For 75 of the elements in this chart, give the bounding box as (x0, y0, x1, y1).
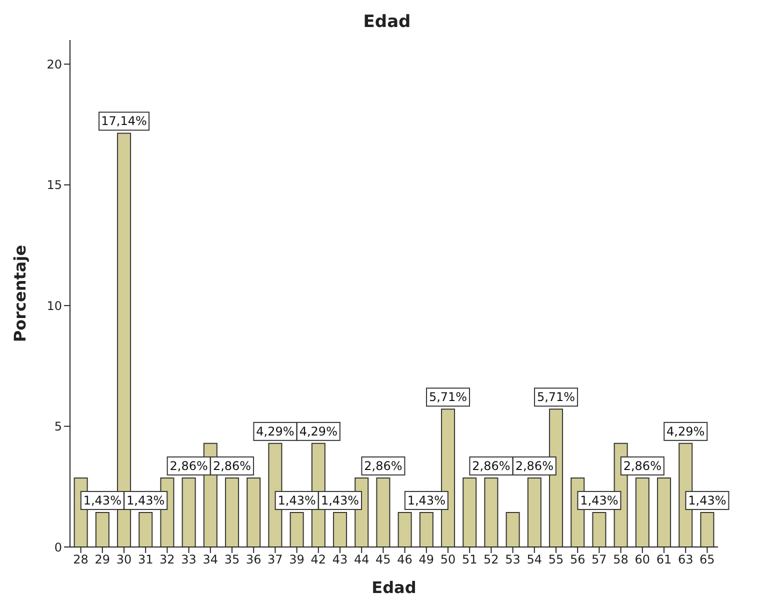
data-label: 5,71% (536, 390, 576, 404)
x-tick-label: 35 (224, 552, 240, 567)
data-label: 1,43% (126, 493, 165, 508)
bar (635, 477, 650, 547)
bar (419, 512, 434, 547)
y-tick-label: 20 (46, 57, 62, 72)
data-label: 4,29% (256, 424, 294, 438)
data-label: 1,43% (278, 493, 316, 508)
bar (462, 477, 477, 547)
y-tick-label: 15 (46, 178, 62, 192)
bar (398, 512, 412, 547)
bar (333, 512, 348, 547)
y-axis-title: Porcentaje (10, 244, 30, 342)
x-tick-label: 28 (73, 552, 88, 567)
x-tick-label: 46 (397, 552, 412, 567)
bar (700, 512, 714, 547)
x-tick-label: 45 (376, 552, 391, 567)
data-label: 2,86% (364, 458, 402, 473)
data-label: 2,86% (170, 458, 208, 473)
y-tick-label: 0 (54, 540, 62, 554)
x-tick-label: 54 (526, 552, 542, 567)
y-tick-label: 5 (54, 420, 62, 434)
x-tick-label: 52 (484, 552, 499, 567)
x-tick-label: 31 (138, 552, 154, 567)
data-label: 4,29% (299, 424, 338, 438)
bar (592, 512, 606, 547)
x-tick-label: 42 (310, 552, 326, 567)
x-tick-label: 61 (656, 552, 672, 567)
x-tick-label: 60 (634, 552, 650, 567)
bar (95, 512, 110, 547)
x-tick-label: 57 (592, 552, 607, 567)
bar (182, 477, 196, 547)
x-tick-label: 39 (289, 552, 304, 567)
bar (290, 512, 304, 547)
bar (484, 477, 498, 547)
x-tick-label: 36 (246, 552, 262, 567)
data-label: 2,86% (623, 458, 662, 473)
x-tick-label: 49 (418, 552, 434, 567)
chart-title: Edad (362, 12, 412, 32)
bar (506, 512, 520, 547)
data-label: 5,71% (428, 390, 468, 404)
bar (657, 477, 672, 547)
bar (225, 477, 240, 547)
bar (246, 477, 261, 547)
x-tick-label: 63 (678, 552, 694, 567)
data-label: 17,14% (101, 114, 147, 128)
data-label: 2,86% (212, 458, 252, 473)
y-tick-label: 10 (46, 298, 62, 313)
data-label: 4,29% (666, 424, 705, 438)
data-label: 1,43% (688, 493, 726, 508)
x-tick-label: 65 (700, 552, 715, 567)
x-tick-label: 44 (354, 552, 370, 567)
bar (138, 512, 153, 547)
x-tick-label: 51 (462, 552, 478, 567)
bar (527, 477, 542, 547)
data-label: 1,43% (580, 493, 618, 508)
data-label: 1,43% (407, 493, 446, 508)
x-tick-label: 55 (548, 552, 564, 567)
x-tick-label: 37 (268, 552, 283, 567)
x-tick-label: 56 (570, 552, 586, 567)
x-tick-label: 58 (613, 552, 628, 567)
x-tick-label: 32 (160, 552, 175, 567)
data-label: 1,43% (320, 493, 360, 508)
x-tick-label: 53 (505, 552, 520, 567)
x-tick-label: 33 (181, 552, 196, 567)
x-tick-label: 29 (94, 552, 110, 567)
x-tick-label: 50 (440, 552, 456, 567)
data-label: 2,86% (472, 458, 510, 473)
data-label: 2,86% (515, 458, 554, 473)
x-tick-label: 30 (116, 552, 132, 567)
x-tick-label: 34 (202, 552, 218, 567)
bar (376, 477, 390, 547)
x-tick-label: 43 (332, 552, 348, 567)
data-label: 1,43% (83, 493, 122, 508)
x-axis-title: Edad (372, 578, 416, 597)
